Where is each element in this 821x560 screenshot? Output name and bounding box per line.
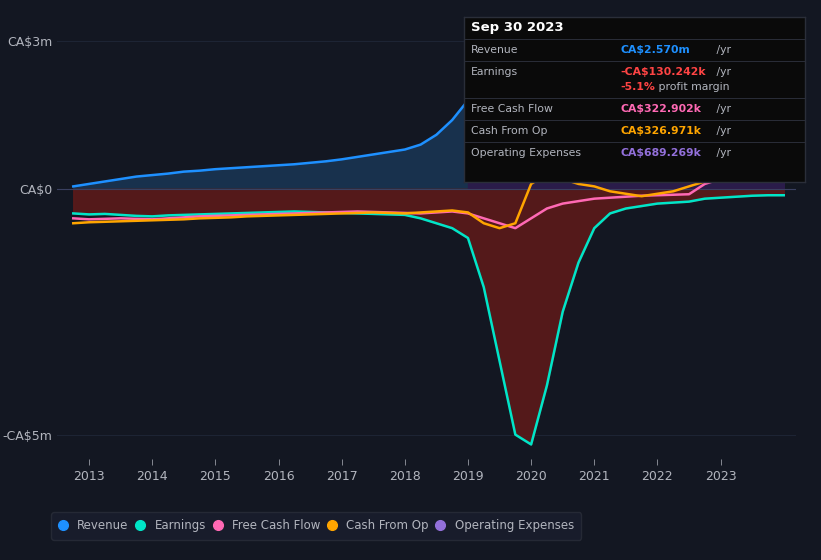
Text: Earnings: Earnings — [470, 67, 518, 77]
Text: /yr: /yr — [713, 45, 731, 55]
Legend: Revenue, Earnings, Free Cash Flow, Cash From Op, Operating Expenses: Revenue, Earnings, Free Cash Flow, Cash … — [51, 512, 581, 540]
Text: CA$326.971k: CA$326.971k — [621, 127, 701, 136]
Text: Free Cash Flow: Free Cash Flow — [470, 104, 553, 114]
Text: Operating Expenses: Operating Expenses — [470, 148, 580, 158]
Text: /yr: /yr — [713, 127, 731, 136]
Text: CA$689.269k: CA$689.269k — [621, 148, 701, 158]
Text: /yr: /yr — [713, 104, 731, 114]
Text: /yr: /yr — [713, 148, 731, 158]
Text: CA$2.570m: CA$2.570m — [621, 45, 690, 55]
Text: Sep 30 2023: Sep 30 2023 — [470, 21, 563, 34]
Text: -CA$130.242k: -CA$130.242k — [621, 67, 706, 77]
Text: CA$322.902k: CA$322.902k — [621, 104, 701, 114]
Text: Cash From Op: Cash From Op — [470, 127, 547, 136]
Text: /yr: /yr — [713, 67, 731, 77]
Text: Revenue: Revenue — [470, 45, 518, 55]
Text: -5.1%: -5.1% — [621, 82, 655, 92]
Text: profit margin: profit margin — [654, 82, 729, 92]
